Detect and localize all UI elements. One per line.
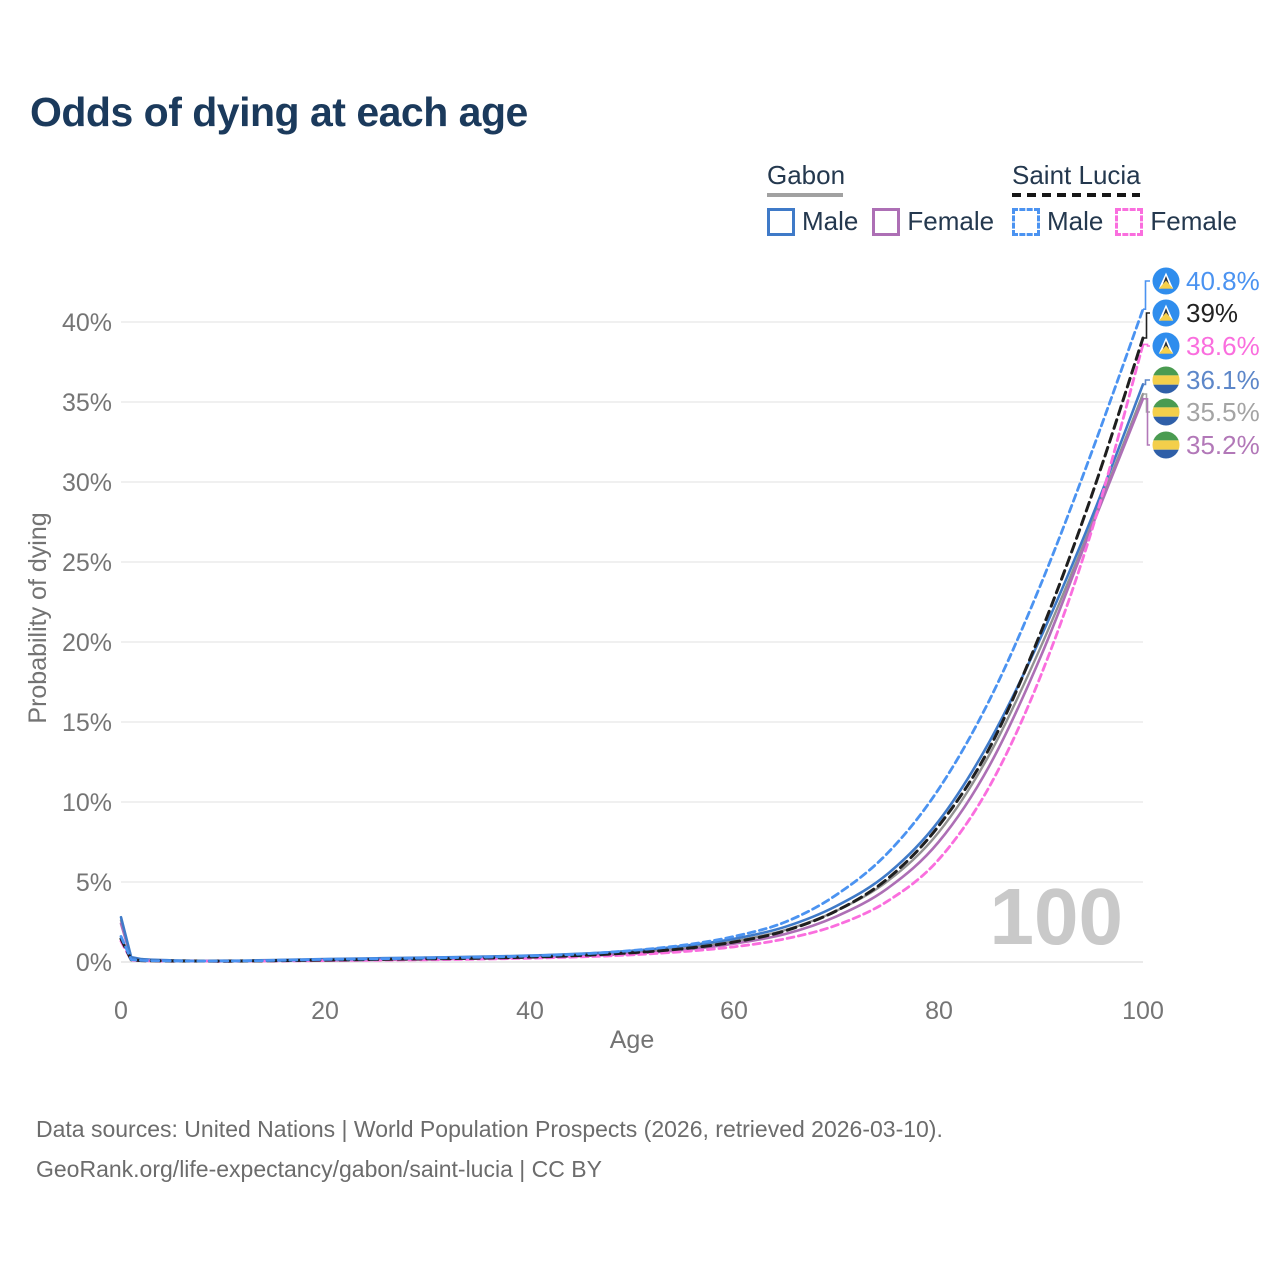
end-label-value: 35.5%	[1186, 397, 1260, 427]
legend-label: Male	[802, 206, 859, 236]
legend-underline-gabon	[767, 193, 843, 197]
gabon-male-swatch	[767, 207, 795, 236]
legend-group-gabon: Gabon Male Female	[767, 161, 994, 237]
gabon-female-swatch	[872, 207, 901, 236]
footer-line-sources: Data sources: United Nations | World Pop…	[36, 1116, 943, 1142]
end-label-gabon-female: 35.2%	[1152, 430, 1260, 460]
x-axis-title: Age	[610, 1026, 654, 1054]
end-label-value: 40.8%	[1186, 266, 1260, 296]
x-tick: 100	[1122, 997, 1164, 1025]
end-label-value: 38.6%	[1186, 331, 1260, 361]
end-label-value: 36.1%	[1186, 365, 1260, 395]
y-tick: 0%	[76, 949, 112, 977]
line-saint-lucia-female	[119, 343, 1145, 963]
legend-group-saint-lucia: Saint Lucia Male Female	[1012, 161, 1237, 237]
footer-line-attribution: GeoRank.org/life-expectancy/gabon/saint-…	[36, 1156, 602, 1182]
end-label-value: 39%	[1186, 298, 1238, 328]
legend-title-gabon: Gabon	[767, 160, 846, 190]
end-label-value: 35.2%	[1186, 430, 1260, 460]
series-lines	[119, 307, 1145, 963]
x-tick: 20	[311, 997, 339, 1025]
gabon-flag-icon	[1152, 431, 1180, 459]
page-title: Odds of dying at each age	[30, 89, 528, 135]
legend-title-saint-lucia: Saint Lucia	[1012, 160, 1141, 190]
legend-label: Female	[907, 206, 995, 236]
saint-lucia-flag-icon	[1152, 299, 1180, 327]
connector	[1143, 312, 1150, 339]
connector	[1143, 393, 1150, 413]
end-label-gabon-male: 36.1%	[1152, 365, 1260, 395]
connector	[1143, 343, 1150, 347]
line-saint-lucia-total	[119, 336, 1145, 963]
legend-item-saint-lucia-female[interactable]: Female	[1115, 206, 1237, 237]
y-axis-ticks: 0% 5% 10% 15% 20% 25% 30% 35% 40%	[62, 309, 112, 977]
y-tick: 5%	[76, 869, 112, 897]
end-labels: 40.8% 39% 38.6% 36.1% 35.5% 35.2%	[1152, 266, 1260, 460]
footer: Data sources: United Nations | World Pop…	[36, 1109, 943, 1189]
legend-label: Male	[1047, 206, 1104, 236]
x-tick: 60	[720, 997, 748, 1025]
gabon-flag-icon	[1152, 366, 1180, 394]
y-tick: 10%	[62, 789, 112, 817]
end-label-saint-lucia-female: 38.6%	[1152, 331, 1260, 361]
y-tick: 15%	[62, 709, 112, 737]
watermark-100: 100	[990, 872, 1123, 961]
gabon-flag-icon	[1152, 398, 1180, 426]
legend-item-gabon-male[interactable]: Male	[767, 206, 858, 237]
saint-lucia-flag-icon	[1152, 332, 1180, 360]
line-saint-lucia-male	[119, 307, 1145, 963]
y-tick: 30%	[62, 469, 112, 497]
legend-item-gabon-female[interactable]: Female	[872, 206, 994, 237]
y-tick: 20%	[62, 629, 112, 657]
x-tick: 80	[925, 997, 953, 1025]
connector	[1143, 280, 1150, 310]
saint-lucia-female-swatch	[1115, 207, 1144, 236]
label-connectors	[1143, 280, 1150, 446]
y-tick: 40%	[62, 309, 112, 337]
saint-lucia-male-swatch	[1012, 207, 1040, 236]
x-tick: 0	[114, 997, 128, 1025]
y-tick: 35%	[62, 389, 112, 417]
connector	[1143, 379, 1150, 386]
y-axis-title: Probability of dying	[24, 512, 52, 723]
connector	[1143, 398, 1150, 446]
end-label-saint-lucia-male: 40.8%	[1152, 266, 1260, 296]
legend-label: Female	[1150, 206, 1238, 236]
x-tick: 40	[516, 997, 544, 1025]
gridlines	[121, 321, 1143, 963]
end-label-gabon-total: 35.5%	[1152, 397, 1260, 427]
legend-underline-saint-lucia	[1012, 193, 1140, 197]
end-label-saint-lucia-total: 39%	[1152, 298, 1238, 328]
y-tick: 25%	[62, 549, 112, 577]
saint-lucia-flag-icon	[1152, 267, 1180, 295]
x-axis-ticks: 0 20 40 60 80 100	[114, 997, 1164, 1025]
legend-item-saint-lucia-male[interactable]: Male	[1012, 206, 1103, 237]
